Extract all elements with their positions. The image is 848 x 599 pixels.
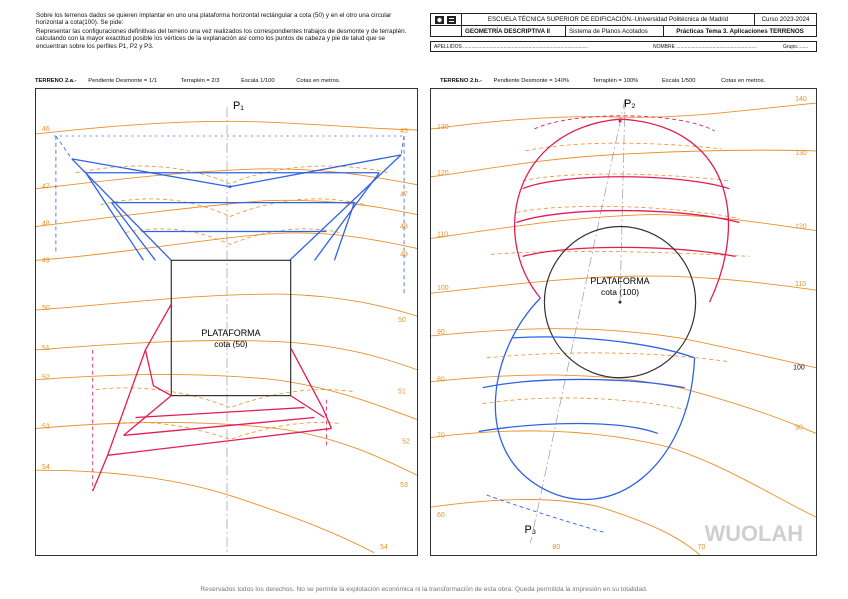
contour-label: 100 (793, 365, 805, 372)
terreno-b-heading: TERRENO 2.b.- Pendiente Desmonte = 140% … (440, 78, 766, 84)
modified-contours-b (482, 142, 750, 410)
platform-rectangle-50 (170, 259, 292, 397)
contour-label: 130 (795, 150, 807, 157)
contour-label: 120 (437, 170, 449, 177)
profile-p2-label: P₂ (624, 98, 636, 110)
contour-label: 80 (437, 377, 445, 384)
contour-label: 48 (400, 223, 408, 230)
header-row-subject: GEOMETRÍA DESCRIPTIVA II Sistema de Plan… (430, 25, 817, 37)
terraplen-construction-lines (92, 349, 327, 492)
course-year: Curso 2023-2024 (754, 14, 816, 25)
desmonte-limit-dashed (486, 494, 607, 534)
contour-label: 54 (380, 544, 388, 551)
contour-label: 130 (437, 124, 449, 131)
crest-icon (435, 15, 456, 24)
subject-name: GEOMETRÍA DESCRIPTIVA II (461, 26, 565, 36)
contour-label: 51 (398, 389, 406, 396)
contour-labels-b-right: 140 130 120 110 100 90 80 70 (552, 96, 806, 551)
contour-label: 80 (552, 544, 560, 551)
copyright-footer: Reservados todos los derechos. No se per… (200, 586, 648, 593)
contour-label: 90 (437, 329, 445, 336)
school-name: ESCUELA TÉCNICA SUPERIOR DE EDIFICACIÓN.… (461, 14, 754, 25)
exercise-statement: Sobre los terrenos dados se quieren impl… (36, 12, 416, 51)
statement-line-2: Representar las configuraciones definiti… (36, 27, 407, 50)
platform-b-label: PLATAFORMA (590, 276, 649, 286)
contour-label: 110 (437, 231, 448, 238)
terreno-b-drawing: P₂ P₃ PLATAFORMA cota (100) WUOLAH 130 12… (430, 88, 817, 556)
contour-label: 49 (400, 251, 408, 258)
nombre-field[interactable]: NOMBRE .................................… (653, 43, 757, 50)
contour-label: 47 (42, 184, 50, 191)
platform-a-level: cota (50) (214, 339, 247, 349)
contour-label: 60 (437, 512, 445, 519)
contour-label: 120 (795, 223, 807, 230)
terraplen-slopes-a (92, 303, 333, 492)
practice-name: Prácticas Tema 3. Aplicaciones TERRENOS (663, 26, 816, 36)
platform-circle-100 (543, 225, 697, 379)
contour-label: 45 (400, 128, 408, 135)
profile-p3-label: P₃ (525, 524, 537, 536)
title-block: ESCUELA TÉCNICA SUPERIOR DE EDIFICACIÓN.… (430, 13, 817, 56)
contour-label: 52 (402, 438, 410, 445)
contour-label: 53 (400, 482, 408, 489)
terraplen-limit-dashed (534, 115, 715, 132)
contour-labels-b-left: 130 120 110 100 90 80 70 60 (437, 124, 449, 519)
watermark: WUOLAH (705, 521, 803, 546)
contour-label: 51 (42, 345, 50, 352)
profiles-axis-b (530, 99, 626, 543)
contour-label: 100 (437, 285, 449, 292)
terraplen-slopes-b (513, 118, 740, 303)
platform-b-level: cota (100) (601, 287, 639, 297)
contour-label: 47 (400, 192, 408, 199)
desmonte-slopes-a (71, 154, 402, 261)
contour-label: 110 (795, 281, 806, 288)
contour-label: 54 (42, 464, 50, 471)
apellidos-field[interactable]: APELLIDOS ..............................… (434, 43, 589, 50)
contour-label: 53 (42, 423, 50, 430)
contour-label: 48 (42, 221, 50, 228)
contour-label: 50 (398, 317, 406, 324)
contour-label: 90 (795, 424, 803, 431)
statement-line-1: Sobre los terrenos dados se quieren impl… (36, 12, 392, 27)
contour-label: 52 (42, 375, 50, 382)
terreno-a-heading: TERRENO 2.a.- Pendiente Desmonte = 1/1 T… (35, 78, 341, 84)
system-name: Sistema de Planos Acotados (565, 26, 663, 36)
header-row-student: APELLIDOS ..............................… (430, 41, 817, 52)
terreno-a-drawing: P₁ PLATAFORMA cota (50) 46 47 48 49 50 51 52 53… (35, 88, 418, 556)
desmonte-construction-lines (53, 135, 405, 294)
platform-a-label: PLATAFORMA (201, 328, 260, 338)
contour-label: 46 (42, 126, 50, 133)
profile-p1-label: P₁ (233, 100, 244, 112)
desmonte-slopes-b (478, 297, 696, 501)
contour-labels-a-right: 45 47 48 49 50 51 52 53 54 (380, 128, 410, 551)
grupo-field[interactable]: Grupo........ (783, 43, 809, 50)
contour-label: 70 (437, 432, 445, 439)
contour-labels-a-left: 46 47 48 49 50 51 52 53 54 (42, 126, 50, 471)
contour-lines-a (36, 120, 417, 554)
contour-label: 140 (795, 96, 807, 103)
contour-label: 70 (698, 544, 706, 551)
school-logo (431, 15, 461, 25)
contour-label: 50 (42, 305, 50, 312)
contour-label: 49 (42, 257, 50, 264)
